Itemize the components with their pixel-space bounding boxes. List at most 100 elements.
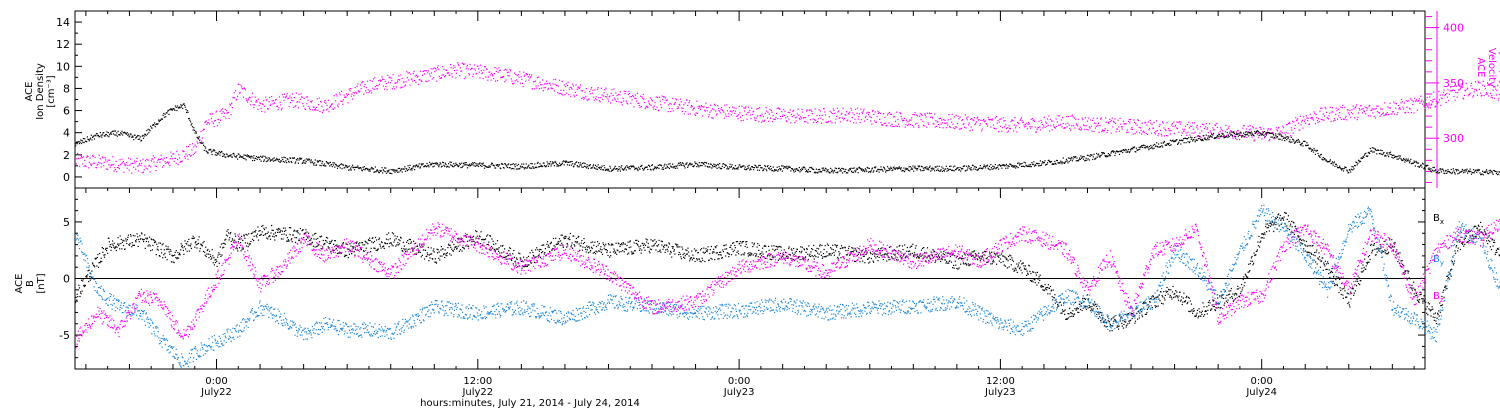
velocity-series-point — [1431, 101, 1433, 103]
density-series-point — [676, 167, 678, 169]
velocity-series-point — [199, 141, 201, 143]
velocity-series-point — [1454, 99, 1456, 101]
density-series-point — [1412, 162, 1414, 164]
velocity-series-point — [1139, 127, 1141, 129]
velocity-series-point — [1388, 107, 1390, 109]
density-series-point — [330, 164, 332, 166]
velocity-series-point — [1175, 124, 1177, 126]
density-series-point — [840, 170, 842, 172]
density-series-point — [804, 166, 806, 168]
velocity-series-point — [1415, 100, 1417, 102]
velocity-series-point — [674, 103, 676, 105]
velocity-series-point — [338, 103, 340, 105]
density-series-point — [659, 164, 661, 166]
density-series-point — [1323, 159, 1325, 161]
field-series-bx-point — [86, 276, 88, 278]
velocity-series-point — [902, 119, 904, 121]
velocity-series-point — [616, 94, 618, 97]
density-series-point — [127, 133, 130, 135]
density-series-point — [277, 159, 279, 161]
density-series-point — [905, 168, 908, 170]
density-series-point — [459, 163, 461, 165]
density-series-point — [576, 165, 578, 167]
density-series-point — [142, 137, 145, 139]
velocity-series-point — [724, 104, 726, 106]
velocity-series-point — [472, 73, 474, 75]
density-series-point — [670, 165, 672, 167]
density-series-point — [824, 167, 827, 169]
velocity-series-point — [1314, 112, 1316, 115]
density-series-point — [1108, 155, 1110, 157]
density-series-point — [1071, 160, 1073, 162]
density-series-point — [487, 166, 489, 168]
density-series-point — [597, 164, 599, 166]
velocity-series-point — [1487, 84, 1489, 86]
density-series-point — [1270, 136, 1272, 138]
density-series-point — [588, 164, 590, 167]
density-series-point — [856, 168, 859, 170]
velocity-series-point — [250, 104, 252, 106]
field-series-bx-point — [98, 262, 100, 264]
velocity-series-point — [1365, 113, 1367, 115]
velocity-series-point — [895, 125, 897, 127]
density-series-point — [1356, 164, 1358, 166]
velocity-series-point — [770, 117, 772, 119]
density-series-point — [924, 166, 926, 168]
density-series-point — [1104, 155, 1106, 157]
density-series-point — [182, 107, 184, 109]
density-series-point — [134, 134, 136, 136]
velocity-series-point — [1090, 119, 1092, 121]
velocity-series-point — [529, 77, 531, 79]
velocity-series-point — [930, 112, 932, 115]
velocity-series-point — [1410, 112, 1412, 114]
velocity-series-point — [1248, 129, 1250, 131]
density-series-point — [876, 170, 878, 172]
density-series-point — [1350, 168, 1352, 170]
density-series-point — [274, 159, 276, 162]
density-series-point — [1395, 156, 1397, 158]
velocity-series-point — [1463, 94, 1465, 96]
density-series-point — [186, 111, 188, 114]
velocity-series-point — [1341, 118, 1343, 121]
field-series-bx-point — [118, 243, 120, 245]
density-series-point — [244, 158, 246, 160]
velocity-series-point — [912, 114, 914, 116]
density-series-point — [1387, 154, 1389, 156]
velocity-series-point — [88, 161, 90, 163]
velocity-series-point — [162, 159, 164, 161]
density-series-point — [1198, 137, 1200, 140]
velocity-series-point — [122, 162, 124, 164]
density-series-point — [939, 170, 942, 172]
velocity-series-point — [1109, 118, 1111, 120]
density-series-point — [1435, 169, 1437, 171]
velocity-series-point — [890, 113, 893, 115]
velocity-series-point — [330, 104, 332, 106]
velocity-series-point — [1115, 131, 1117, 133]
density-series-point — [79, 141, 81, 143]
density-series-point — [75, 145, 77, 147]
velocity-series-point — [80, 157, 82, 159]
velocity-series-point — [228, 117, 230, 119]
density-series-point — [695, 162, 697, 164]
density-series-point — [1303, 140, 1305, 142]
velocity-series-point — [267, 108, 269, 110]
velocity-series-point — [1241, 134, 1243, 137]
density-series-point — [270, 159, 272, 161]
density-series-point — [721, 165, 723, 167]
velocity-series-point — [416, 74, 418, 76]
density-series-point — [928, 169, 930, 171]
velocity-series-point — [1374, 117, 1377, 119]
density-series-point — [1486, 169, 1488, 171]
density-series-point — [410, 169, 412, 171]
density-series-point — [753, 167, 755, 169]
velocity-series-point — [1405, 100, 1407, 102]
velocity-series-point — [1121, 128, 1123, 130]
velocity-series-point — [1032, 119, 1034, 121]
velocity-series-point — [641, 96, 643, 98]
density-series-point — [739, 164, 741, 166]
velocity-series-point — [631, 99, 633, 101]
velocity-series-point — [356, 85, 358, 87]
velocity-series-point — [1398, 108, 1400, 110]
velocity-series-point — [331, 103, 333, 105]
density-series-point — [1291, 141, 1293, 143]
